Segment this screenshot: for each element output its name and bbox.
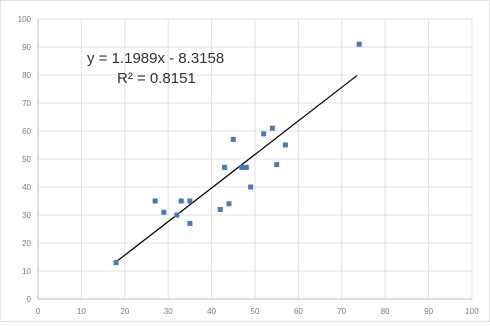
data-point (174, 212, 180, 218)
y-tick-label: 50 (22, 155, 31, 164)
y-tick-label: 100 (18, 15, 32, 24)
data-point (226, 201, 232, 207)
y-tick-labels: 0 10 20 30 40 50 60 70 80 90 100 (18, 15, 32, 304)
x-tick-label: 50 (251, 307, 260, 316)
data-point (243, 164, 249, 170)
data-point (239, 164, 245, 170)
data-point (356, 41, 362, 47)
data-point (230, 136, 236, 142)
data-point (282, 142, 288, 148)
x-tick-label: 100 (465, 307, 479, 316)
data-point (187, 198, 193, 204)
data-point (161, 209, 167, 215)
data-points (113, 41, 362, 266)
data-point (222, 164, 228, 170)
y-tick-label: 0 (27, 295, 32, 304)
y-tick-label: 60 (22, 127, 31, 136)
x-tick-label: 40 (207, 307, 216, 316)
trendline-group (115, 75, 358, 263)
y-tick-label: 70 (22, 99, 31, 108)
x-tick-label: 90 (424, 307, 433, 316)
y-tick-label: 20 (22, 239, 31, 248)
data-point (152, 198, 158, 204)
data-point (261, 131, 267, 137)
data-point (269, 125, 275, 131)
x-tick-label: 70 (337, 307, 346, 316)
trendline-equation: y = 1.1989x - 8.3158 (87, 50, 224, 67)
trendline (115, 75, 358, 263)
x-tick-label: 10 (77, 307, 86, 316)
r-squared-label: R² = 0.8151 (117, 70, 196, 87)
x-tick-label: 80 (381, 307, 390, 316)
grid-lines (38, 18, 473, 299)
chart-svg: 0 10 20 30 40 50 60 70 80 90 100 0 10 20 30 40 50 60 70 80… (18, 15, 480, 316)
y-tick-label: 90 (22, 43, 31, 52)
y-tick-label: 10 (22, 267, 31, 276)
x-tick-label: 30 (164, 307, 173, 316)
axes (37, 19, 472, 300)
y-tick-label: 80 (22, 71, 31, 80)
y-tick-label: 40 (22, 183, 31, 192)
data-point (217, 206, 223, 212)
x-tick-label: 20 (120, 307, 129, 316)
y-tick-label: 30 (22, 211, 31, 220)
data-point (248, 184, 254, 190)
data-point (187, 220, 193, 226)
data-point (113, 260, 119, 266)
x-tick-label: 0 (36, 307, 41, 316)
data-point (274, 162, 280, 168)
data-point (178, 198, 184, 204)
x-tick-labels: 0 10 20 30 40 50 60 70 80 90 100 (36, 307, 479, 316)
x-tick-label: 60 (294, 307, 303, 316)
